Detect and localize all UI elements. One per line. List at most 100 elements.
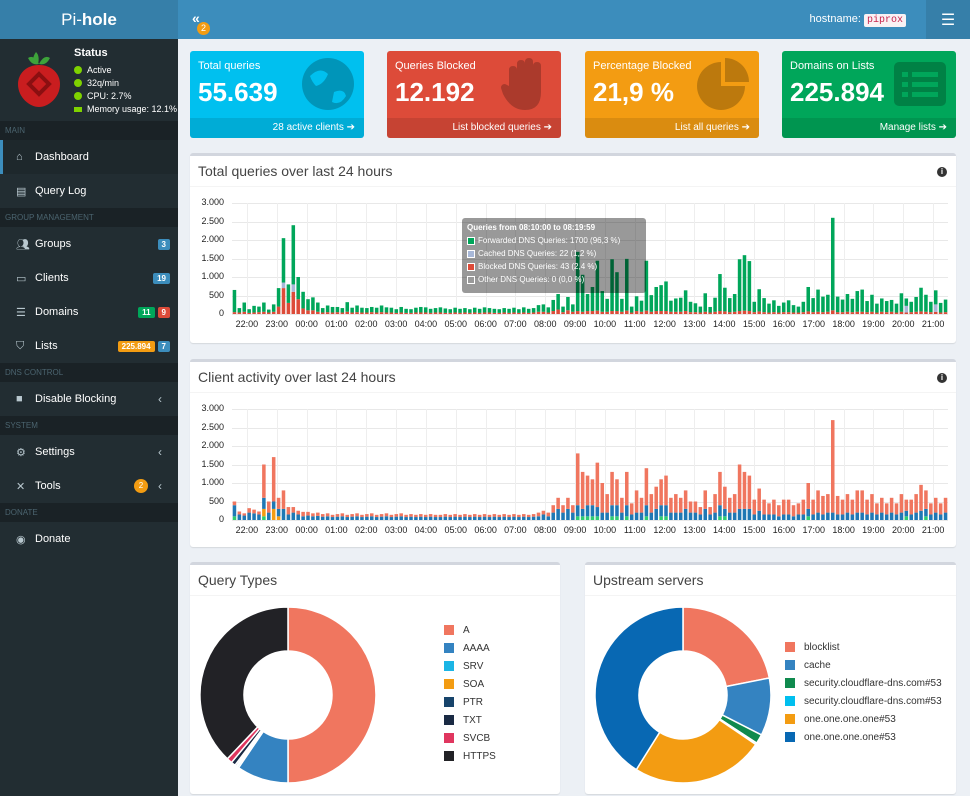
bar-segment[interactable]	[634, 512, 639, 520]
bar-segment[interactable]	[639, 311, 644, 314]
bar-segment[interactable]	[320, 308, 325, 313]
sidebar-item-groups[interactable]: 👥︎ Groups 3	[0, 227, 178, 261]
bar-segment[interactable]	[458, 517, 462, 520]
bar-segment[interactable]	[370, 513, 374, 517]
bar-segment[interactable]	[271, 304, 276, 312]
legend-item[interactable]: cache	[785, 656, 942, 674]
bar-segment[interactable]	[497, 517, 502, 520]
bar-segment[interactable]	[904, 510, 909, 517]
bar-segment[interactable]	[899, 494, 904, 513]
bar-segment[interactable]	[590, 286, 595, 312]
bar-segment[interactable]	[448, 312, 452, 314]
bar-segment[interactable]	[796, 503, 801, 515]
bar-segment[interactable]	[639, 512, 644, 520]
bar-segment[interactable]	[723, 311, 727, 314]
bar-segment[interactable]	[482, 307, 487, 313]
bar-segment[interactable]	[620, 512, 624, 520]
bar-segment[interactable]	[320, 312, 325, 314]
bar-segment[interactable]	[370, 312, 374, 314]
bar-segment[interactable]	[296, 510, 300, 515]
bar-segment[interactable]	[933, 512, 938, 520]
bar-segment[interactable]	[526, 312, 531, 314]
bar-segment[interactable]	[433, 308, 438, 313]
bar-segment[interactable]	[757, 510, 761, 520]
bar-segment[interactable]	[536, 305, 541, 312]
bar-segment[interactable]	[933, 497, 938, 513]
bar-segment[interactable]	[850, 499, 855, 515]
bar-segment[interactable]	[355, 516, 359, 520]
bar-segment[interactable]	[644, 310, 649, 314]
bar-segment[interactable]	[747, 475, 752, 509]
bar-segment[interactable]	[811, 298, 815, 313]
bar-segment[interactable]	[875, 503, 879, 515]
bar-segment[interactable]	[865, 312, 869, 314]
bar-segment[interactable]	[360, 514, 364, 518]
bar-segment[interactable]	[257, 312, 261, 314]
bar-segment[interactable]	[835, 296, 840, 313]
bar-segment[interactable]	[796, 514, 801, 520]
bar-segment[interactable]	[821, 296, 825, 313]
bar-segment[interactable]	[262, 516, 266, 520]
bar-segment[interactable]	[404, 517, 408, 520]
bar-segment[interactable]	[860, 490, 864, 513]
bar-segment[interactable]	[772, 300, 776, 313]
bar-segment[interactable]	[821, 495, 825, 515]
bar-segment[interactable]	[703, 508, 708, 520]
bar-segment[interactable]	[674, 298, 678, 312]
bar-segment[interactable]	[394, 514, 399, 517]
bar-segment[interactable]	[370, 306, 374, 313]
bar-segment[interactable]	[458, 312, 462, 314]
bar-segment[interactable]	[286, 284, 291, 303]
bar-segment[interactable]	[600, 311, 605, 314]
bar-segment[interactable]	[419, 514, 423, 517]
bar-segment[interactable]	[654, 311, 658, 314]
bar-segment[interactable]	[865, 499, 869, 515]
bar-segment[interactable]	[316, 302, 320, 312]
bar-segment[interactable]	[723, 516, 727, 520]
bar-segment[interactable]	[816, 490, 820, 513]
bar-segment[interactable]	[242, 302, 247, 312]
bar-segment[interactable]	[340, 308, 345, 313]
bar-segment[interactable]	[546, 312, 551, 314]
bar-segment[interactable]	[463, 516, 467, 520]
bar-segment[interactable]	[472, 514, 477, 517]
bar-segment[interactable]	[786, 300, 791, 313]
bar-segment[interactable]	[458, 308, 462, 313]
bar-segment[interactable]	[556, 294, 560, 310]
bar-segment[interactable]	[904, 305, 909, 313]
bar-segment[interactable]	[247, 309, 251, 313]
bar-segment[interactable]	[669, 497, 673, 513]
bar-segment[interactable]	[453, 514, 457, 517]
bar-segment[interactable]	[355, 305, 359, 313]
bar-segment[interactable]	[458, 514, 462, 518]
bar-segment[interactable]	[659, 505, 663, 517]
bar-segment[interactable]	[325, 516, 330, 520]
bar-segment[interactable]	[894, 503, 899, 515]
card-footer-link[interactable]: Manage lists ➔	[782, 118, 956, 138]
bar-segment[interactable]	[875, 312, 879, 314]
bar-segment[interactable]	[777, 516, 781, 520]
bar-segment[interactable]	[826, 512, 830, 520]
donut-slice[interactable]	[594, 606, 684, 771]
bar-segment[interactable]	[384, 307, 389, 313]
bar-segment[interactable]	[884, 503, 889, 515]
bar-segment[interactable]	[732, 311, 737, 314]
bar-segment[interactable]	[536, 516, 541, 520]
bar-segment[interactable]	[933, 290, 938, 305]
bar-segment[interactable]	[507, 517, 511, 520]
bar-segment[interactable]	[296, 277, 300, 300]
bar-segment[interactable]	[914, 311, 918, 314]
bar-segment[interactable]	[899, 293, 904, 312]
bar-segment[interactable]	[595, 516, 600, 520]
bar-segment[interactable]	[409, 312, 413, 314]
bar-segment[interactable]	[723, 486, 727, 509]
bar-segment[interactable]	[580, 508, 585, 517]
bar-segment[interactable]	[232, 289, 237, 313]
bar-segment[interactable]	[728, 312, 732, 314]
bar-segment[interactable]	[924, 516, 928, 520]
legend-item[interactable]: HTTPS	[444, 747, 496, 765]
bar-segment[interactable]	[438, 514, 443, 518]
bar-segment[interactable]	[801, 514, 806, 520]
bar-segment[interactable]	[855, 512, 860, 520]
bar-segment[interactable]	[620, 298, 624, 312]
